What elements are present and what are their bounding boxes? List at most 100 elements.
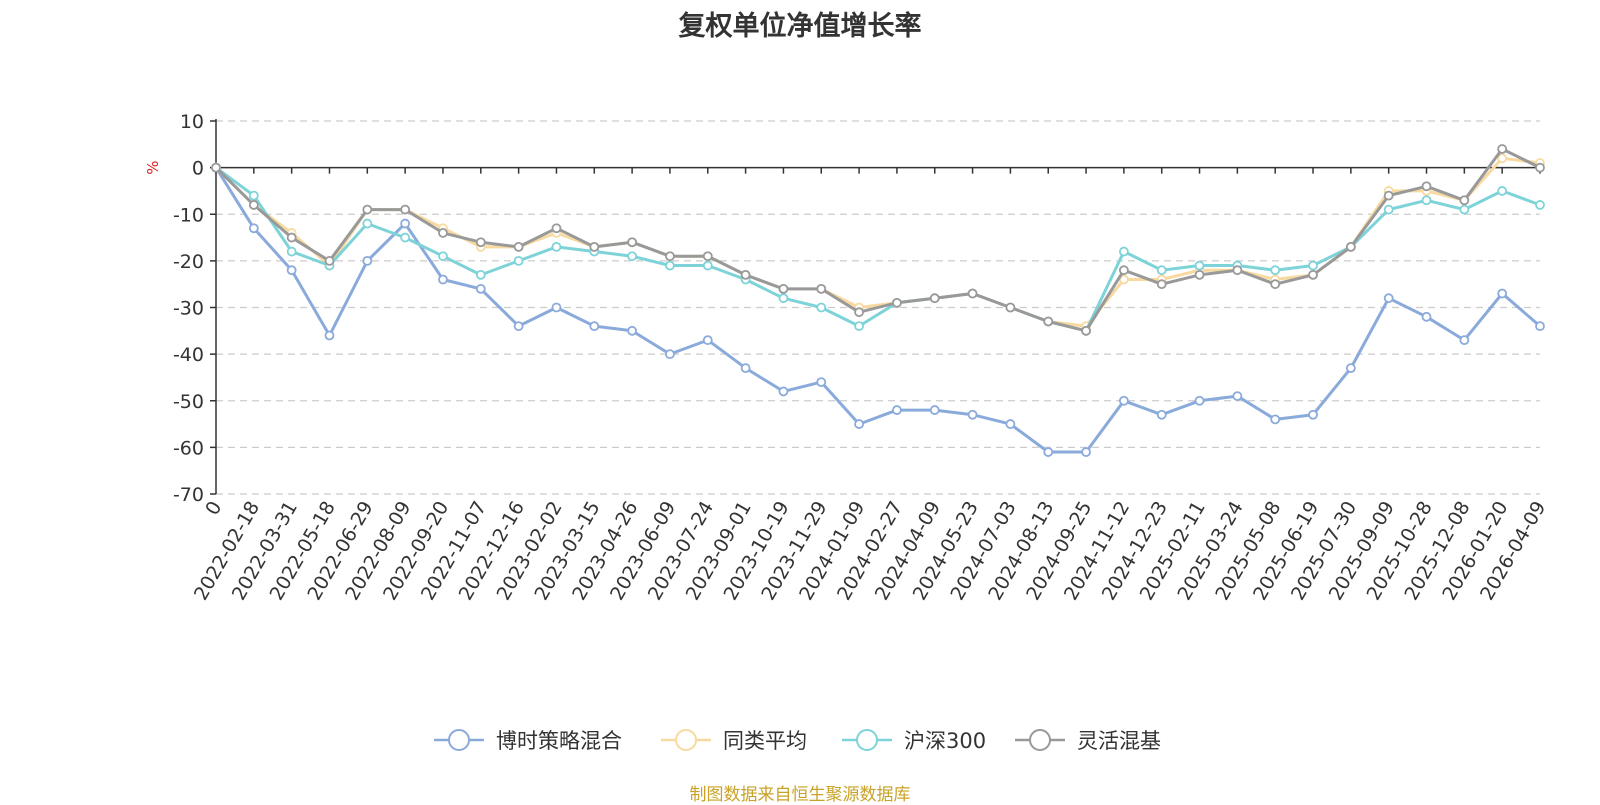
source-note: 制图数据来自恒生聚源数据库 — [689, 785, 911, 805]
series-4-point — [665, 251, 675, 262]
series-4-point — [1232, 265, 1243, 276]
series-3-point — [778, 293, 789, 304]
y-tick-label: 10 — [180, 111, 204, 133]
legend-label: 沪深300 — [904, 729, 986, 753]
series-1-point — [1118, 395, 1129, 406]
y-tick-label: -50 — [173, 391, 204, 413]
series-4-point — [929, 293, 940, 304]
series-4-point — [1345, 241, 1356, 252]
series-4-point — [892, 297, 902, 308]
series-1-point — [438, 274, 448, 285]
series-4-point — [1043, 316, 1054, 327]
legend-label: 博时策略混合 — [496, 729, 622, 753]
series-4-point — [362, 204, 373, 215]
series-1-point — [1194, 395, 1205, 406]
series-4-point — [1118, 265, 1129, 276]
series-4-point — [967, 288, 978, 299]
series-4-point — [816, 283, 827, 294]
series-4-point — [324, 255, 335, 266]
series-4-point — [1005, 302, 1016, 313]
series-4-point — [627, 237, 638, 248]
series-line-4 — [214, 147, 1542, 333]
series-1-point — [1459, 335, 1470, 346]
y-tick-label: -30 — [173, 298, 204, 320]
series-1-point — [1270, 414, 1281, 425]
series-layer — [211, 144, 1545, 457]
series-1-point — [1005, 419, 1016, 429]
series-4-point — [1383, 190, 1394, 201]
series-1-point — [324, 330, 335, 341]
legend-item-1[interactable]: 博时策略混合 — [434, 729, 622, 753]
series-1-point — [400, 218, 411, 229]
series-1-point — [665, 349, 675, 360]
series-line-3 — [214, 166, 1542, 333]
y-tick-label: -40 — [173, 344, 204, 366]
series-4-point — [438, 227, 448, 238]
series-4-point — [1459, 195, 1470, 206]
series-4-point — [1535, 162, 1545, 173]
series-4-point — [1497, 144, 1508, 154]
series-1-point — [627, 325, 638, 336]
axis-layer: 100-10-20-30-40-50-60-70%02022-02-182022… — [144, 111, 1550, 604]
series-1-point — [892, 405, 902, 415]
series-1-point — [475, 283, 486, 294]
series-1-point — [778, 386, 789, 397]
y-tick-label: -70 — [173, 484, 204, 506]
series-1-point — [1156, 409, 1167, 420]
series-1-point — [854, 419, 864, 429]
series-1-point — [286, 265, 297, 276]
legend-item-3[interactable]: 沪深300 — [842, 729, 986, 753]
legend-swatch-marker — [856, 729, 878, 751]
series-4-point — [740, 269, 751, 280]
series-4-point — [513, 241, 524, 252]
legend-label: 同类平均 — [723, 729, 807, 753]
series-1-point — [1345, 363, 1356, 374]
series-3-point — [1421, 195, 1432, 206]
legend-swatch-marker — [1029, 729, 1051, 751]
chart-title: 复权单位净值增长率 — [678, 11, 922, 42]
series-3-point — [1118, 246, 1129, 257]
series-3-point — [1383, 204, 1394, 215]
series-1-point — [513, 321, 524, 332]
series-3-point — [1270, 265, 1281, 276]
series-1-point — [702, 335, 713, 346]
series-1-point — [740, 363, 751, 374]
series-3-point — [1535, 200, 1545, 210]
y-tick-label: -60 — [173, 437, 204, 459]
series-3-point — [854, 321, 864, 332]
series-3-point — [513, 255, 524, 266]
legend-item-4[interactable]: 灵活混基 — [1015, 729, 1161, 753]
series-3-point — [362, 218, 373, 229]
series-2-point — [1118, 274, 1129, 285]
series-3-point — [1194, 260, 1205, 271]
series-3-point — [627, 251, 638, 262]
series-4-point — [702, 251, 713, 262]
series-3-point — [1308, 260, 1318, 271]
series-4-point — [1421, 181, 1432, 192]
y-tick-label: 0 — [192, 158, 204, 180]
legend-item-2[interactable]: 同类平均 — [661, 729, 807, 753]
series-1-point — [1308, 409, 1318, 420]
series-line-1 — [214, 166, 1542, 454]
legend[interactable]: 博时策略混合 同类平均 沪深300 灵活混基 — [434, 729, 1161, 753]
y-tick-label: -20 — [173, 251, 204, 273]
series-1-point — [1081, 447, 1091, 457]
series-4-point — [475, 237, 486, 248]
series-1-point — [816, 377, 827, 388]
series-1-point — [1232, 391, 1243, 401]
series-1-point — [1043, 447, 1054, 457]
series-1-point — [929, 405, 940, 415]
series-4-point — [589, 241, 600, 252]
y-tick-label: -10 — [173, 204, 204, 226]
series-4-point — [1194, 269, 1205, 280]
series-4-point — [248, 200, 259, 210]
series-3-point — [702, 260, 713, 271]
series-3-point — [551, 241, 562, 252]
series-4-point — [1270, 279, 1281, 290]
series-3-point — [1497, 186, 1508, 196]
series-1-point — [1421, 311, 1432, 322]
series-1-point — [1383, 293, 1394, 304]
series-3-point — [1459, 204, 1470, 215]
legend-label: 灵活混基 — [1077, 729, 1161, 753]
